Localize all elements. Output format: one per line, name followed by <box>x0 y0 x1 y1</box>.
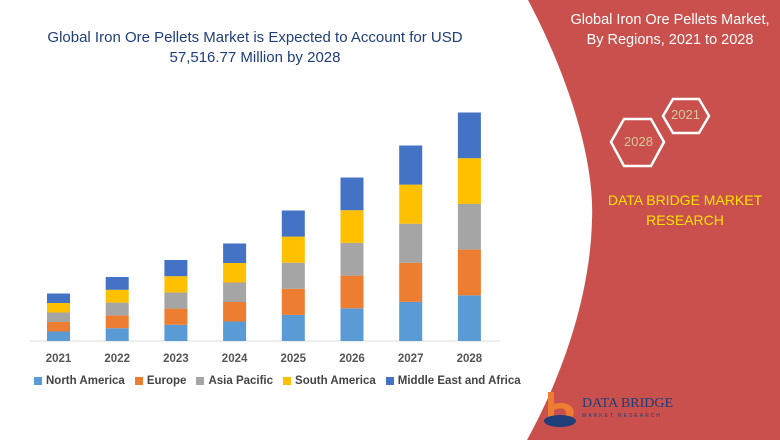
hex-label-2028: 2028 <box>624 134 653 149</box>
bar-segment-north-america-2021 <box>47 331 70 341</box>
bar-segment-north-america-2025 <box>281 314 305 341</box>
legend-label: South America <box>295 375 376 387</box>
chart-title: Global Iron Ore Pellets Market is Expect… <box>47 29 463 66</box>
bar-segment-middle-east-and-africa-2028 <box>457 112 481 159</box>
bar-segment-north-america-2022 <box>105 328 129 341</box>
x-tick-label: 2022 <box>104 353 130 365</box>
side-title: Global Iron Ore Pellets Market, By Region… <box>570 12 770 48</box>
legend-item: Europe <box>134 375 187 387</box>
bar-segment-europe-2024 <box>223 302 247 322</box>
x-tick-label: 2025 <box>281 353 307 365</box>
x-tick-label: 2027 <box>398 353 424 365</box>
bar-segment-asia-pacific-2023 <box>164 292 188 309</box>
legend-swatch <box>134 377 143 385</box>
bar-segment-middle-east-and-africa-2026 <box>340 177 364 211</box>
bar-segment-middle-east-and-africa-2023 <box>164 260 188 277</box>
logo-text: DATA BRIDGE <box>582 396 674 411</box>
bar-segment-asia-pacific-2028 <box>457 203 481 250</box>
brand-text: DATA BRIDGE MARKET RESEARCH <box>607 192 763 228</box>
bar-segment-asia-pacific-2024 <box>223 282 247 302</box>
legend-item: South America <box>283 375 376 387</box>
legend-swatch <box>196 377 205 385</box>
hexagon-2021 <box>661 97 711 135</box>
bar-segment-europe-2023 <box>164 308 188 325</box>
hexagon-2028 <box>609 117 666 168</box>
bar-segment-north-america-2027 <box>399 301 423 341</box>
bar-segment-europe-2028 <box>457 249 481 296</box>
bar-segment-middle-east-and-africa-2021 <box>47 293 70 303</box>
legend-swatch <box>34 377 42 385</box>
bar-segment-middle-east-and-africa-2022 <box>105 277 129 290</box>
legend-label: Asia Pacific <box>208 375 274 387</box>
bar-segment-south-america-2026 <box>340 210 364 243</box>
bar-segment-south-america-2025 <box>281 236 305 263</box>
x-tick-label: 2023 <box>163 353 189 365</box>
x-tick-label: 2021 <box>46 353 72 365</box>
bar-segment-south-america-2027 <box>399 184 423 224</box>
bar-segment-europe-2027 <box>399 262 423 302</box>
bar-segment-europe-2021 <box>47 322 70 332</box>
bar-segment-south-america-2023 <box>164 276 188 293</box>
bar-segment-north-america-2026 <box>340 308 364 341</box>
legend-swatch <box>385 377 394 385</box>
legend-swatch <box>283 377 292 385</box>
hex-label-2021: 2021 <box>671 107 700 122</box>
stacked-bar-chart: 2021 2022 2023 2024 2025 2026 2027 2028 <box>30 112 500 365</box>
bar-segment-middle-east-and-africa-2025 <box>281 210 305 237</box>
x-tick-label: 2028 <box>457 353 483 365</box>
bar-segment-asia-pacific-2027 <box>399 223 423 263</box>
bar-segment-europe-2025 <box>281 288 305 315</box>
legend-item: Middle East and Africa <box>385 375 521 387</box>
legend-item: North America <box>34 375 125 387</box>
bar-segment-middle-east-and-africa-2024 <box>223 243 247 263</box>
bar-segment-north-america-2028 <box>457 295 481 341</box>
x-tick-label: 2024 <box>222 353 248 365</box>
legend-label: Middle East and Africa <box>397 375 521 387</box>
legend: North America Europe Asia Pacific South Ame… <box>34 375 521 387</box>
bar-segment-europe-2022 <box>105 315 129 329</box>
bar-segment-north-america-2024 <box>223 321 247 341</box>
legend-label: North America <box>46 375 125 387</box>
bar-segment-north-america-2023 <box>164 324 188 341</box>
logo-subtext: MARKET RESEARCH <box>582 413 662 419</box>
bar-segment-asia-pacific-2022 <box>105 302 129 316</box>
bar-segment-south-america-2024 <box>223 263 247 283</box>
bar-segment-asia-pacific-2021 <box>47 312 70 322</box>
bar-segment-asia-pacific-2025 <box>281 262 305 289</box>
bar-segment-asia-pacific-2026 <box>340 242 364 276</box>
bar-segment-south-america-2028 <box>457 158 481 204</box>
legend-label: Europe <box>146 375 187 387</box>
bar-segment-europe-2026 <box>340 275 364 309</box>
legend-item: Asia Pacific <box>196 375 273 387</box>
bar-segment-south-america-2022 <box>105 289 129 303</box>
bar-segment-south-america-2021 <box>47 303 70 313</box>
x-tick-label: 2026 <box>339 353 365 365</box>
data-bridge-logo <box>544 392 576 427</box>
red-panel <box>527 0 780 440</box>
bar-segment-middle-east-and-africa-2027 <box>399 145 423 185</box>
